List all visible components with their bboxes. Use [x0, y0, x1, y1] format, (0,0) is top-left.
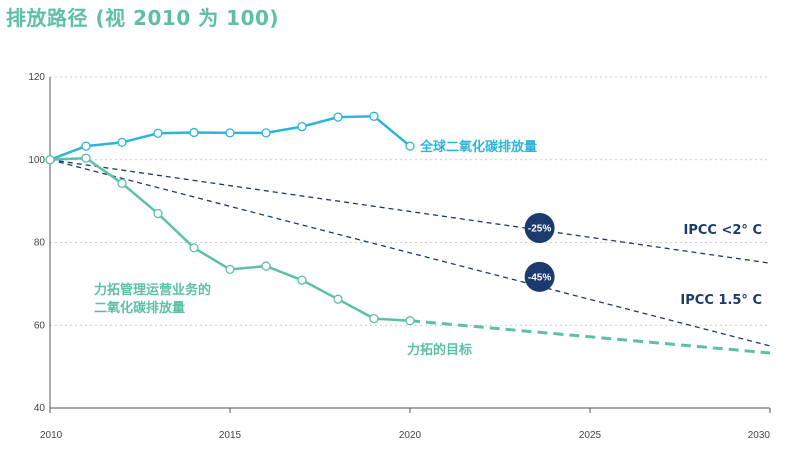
data-point — [81, 153, 91, 163]
data-point — [153, 128, 163, 138]
x-tick-label: 2015 — [219, 430, 242, 441]
series-label: 力拓管理运营业务的 — [94, 282, 211, 298]
series-label: 二氧化碳排放量 — [94, 300, 185, 316]
data-point — [81, 141, 91, 151]
y-tick-label: 100 — [28, 155, 45, 166]
data-point — [225, 264, 235, 275]
reduction-badge-label: -25% — [528, 224, 551, 235]
data-point — [333, 294, 343, 304]
data-point — [225, 128, 235, 138]
series-line-3 — [49, 159, 771, 264]
data-point — [153, 208, 163, 219]
series-label: 全球二氧化碳排放量 — [419, 139, 537, 155]
x-tick-label: 2010 — [40, 430, 63, 441]
data-point — [189, 243, 199, 253]
series-label: IPCC 1.5° C — [680, 293, 762, 308]
y-tick-label: 60 — [34, 320, 46, 331]
y-tick-label: 40 — [34, 403, 46, 414]
series-line-4 — [49, 159, 771, 347]
data-point — [369, 111, 379, 121]
data-point — [369, 313, 379, 324]
series-label: 力拓的目标 — [407, 342, 472, 358]
data-point — [45, 155, 55, 165]
data-point — [333, 112, 343, 122]
series-line-0 — [49, 115, 411, 161]
data-point — [189, 127, 199, 138]
data-point — [297, 275, 307, 285]
chart-title: 排放路径 (视 2010 为 100) — [6, 6, 280, 30]
data-point — [117, 178, 127, 188]
reduction-badge-label: -45% — [528, 272, 551, 283]
reduction-badge — [524, 213, 555, 244]
series-line-2 — [409, 319, 771, 355]
data-point — [297, 122, 307, 132]
data-point — [405, 316, 415, 326]
x-tick-label: 2030 — [748, 430, 771, 441]
x-tick-label: 2025 — [579, 430, 602, 441]
x-tick-label: 2020 — [399, 430, 422, 441]
data-point — [261, 261, 271, 271]
data-point — [261, 128, 271, 138]
series-label: IPCC <2° C — [684, 223, 762, 238]
data-point — [117, 137, 127, 148]
data-point — [405, 141, 415, 151]
reduction-badge — [524, 261, 555, 292]
y-tick-label: 120 — [28, 72, 45, 83]
y-tick-label: 80 — [34, 238, 46, 249]
